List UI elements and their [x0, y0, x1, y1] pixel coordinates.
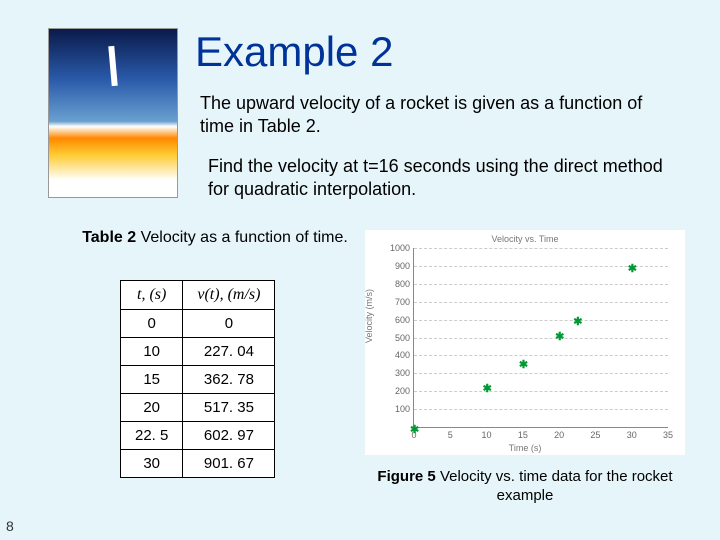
gridline — [414, 338, 668, 339]
gridline — [414, 373, 668, 374]
ytick-label: 100 — [395, 404, 410, 414]
gridline — [414, 409, 668, 410]
ytick-label: 400 — [395, 350, 410, 360]
cell-v: 227. 04 — [183, 338, 275, 366]
cell-v: 362. 78 — [183, 366, 275, 394]
xtick-label: 5 — [448, 430, 453, 440]
table-caption-label: Table 2 — [82, 229, 136, 246]
table-header-v: v(t), (m/s) — [183, 281, 275, 310]
cell-v: 901. 67 — [183, 450, 275, 478]
gridline — [414, 302, 668, 303]
description-1: The upward velocity of a rocket is given… — [200, 92, 670, 139]
gridline — [414, 355, 668, 356]
slide-title: Example 2 — [195, 28, 393, 76]
xtick-label: 20 — [554, 430, 564, 440]
data-point: ✱ — [573, 315, 581, 323]
description-2: Find the velocity at t=16 seconds using … — [208, 155, 678, 202]
rocket-image — [48, 28, 178, 198]
ytick-label: 200 — [395, 386, 410, 396]
chart-ylabel: Velocity (m/s) — [364, 288, 374, 342]
xtick-label: 25 — [590, 430, 600, 440]
data-point: ✱ — [410, 423, 418, 431]
velocity-table: t, (s) v(t), (m/s) 0010227. 0415362. 782… — [120, 280, 275, 478]
gridline — [414, 391, 668, 392]
cell-t: 20 — [121, 394, 183, 422]
cell-v: 602. 97 — [183, 422, 275, 450]
table-row: 00 — [121, 310, 275, 338]
table-header-t: t, (s) — [121, 281, 183, 310]
ytick-label: 700 — [395, 297, 410, 307]
data-point: ✱ — [628, 262, 636, 270]
page-number: 8 — [6, 518, 14, 534]
gridline — [414, 320, 668, 321]
cell-t: 0 — [121, 310, 183, 338]
table-row: 15362. 78 — [121, 366, 275, 394]
table-row: 20517. 35 — [121, 394, 275, 422]
chart-xlabel: Time (s) — [509, 443, 542, 453]
figure-caption-text: Velocity vs. time data for the rocket ex… — [436, 468, 673, 504]
xtick-label: 30 — [627, 430, 637, 440]
chart-plot: 1002003004005006007008009001000051015202… — [413, 248, 668, 428]
table-caption-text: Velocity as a function of time. — [136, 229, 348, 246]
gridline — [414, 248, 668, 249]
data-point: ✱ — [519, 358, 527, 366]
ytick-label: 600 — [395, 315, 410, 325]
data-point: ✱ — [555, 330, 563, 338]
xtick-label: 35 — [663, 430, 673, 440]
figure-caption: Figure 5 Velocity vs. time data for the … — [365, 468, 685, 506]
ytick-label: 300 — [395, 368, 410, 378]
figure-caption-label: Figure 5 — [377, 468, 435, 485]
cell-t: 15 — [121, 366, 183, 394]
cell-t: 10 — [121, 338, 183, 366]
ytick-label: 1000 — [390, 243, 410, 253]
table-row: 10227. 04 — [121, 338, 275, 366]
ytick-label: 900 — [395, 261, 410, 271]
ytick-label: 800 — [395, 279, 410, 289]
ytick-label: 500 — [395, 333, 410, 343]
chart-title: Velocity vs. Time — [491, 234, 558, 244]
table-row: 30901. 67 — [121, 450, 275, 478]
cell-v: 0 — [183, 310, 275, 338]
cell-t: 22. 5 — [121, 422, 183, 450]
table-row: 22. 5602. 97 — [121, 422, 275, 450]
velocity-chart: Velocity vs. Time Velocity (m/s) 1002003… — [365, 230, 685, 455]
table-caption: Table 2 Velocity as a function of time. — [70, 228, 360, 249]
gridline — [414, 284, 668, 285]
cell-v: 517. 35 — [183, 394, 275, 422]
xtick-label: 10 — [482, 430, 492, 440]
xtick-label: 15 — [518, 430, 528, 440]
data-point: ✱ — [483, 382, 491, 390]
cell-t: 30 — [121, 450, 183, 478]
